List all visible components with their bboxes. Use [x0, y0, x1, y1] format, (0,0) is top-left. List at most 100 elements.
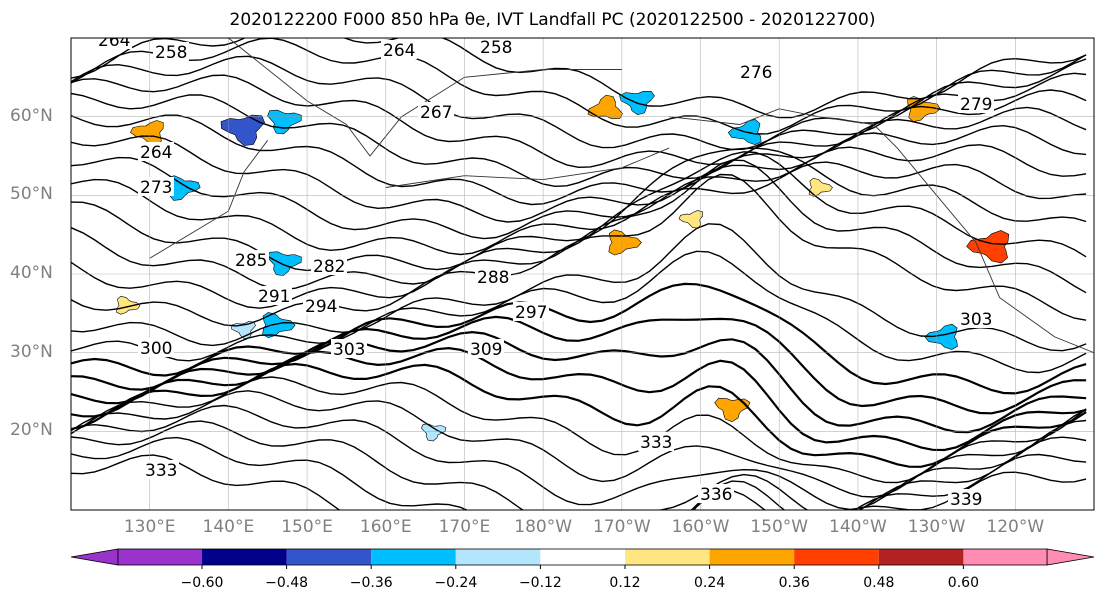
colorbar-tick-label: 0.24: [694, 575, 726, 591]
theta-e-contour: [71, 315, 1087, 415]
contour-label-bg: [698, 484, 734, 503]
theta-e-contour: [71, 38, 1087, 135]
contour-label-bg: [418, 102, 454, 121]
theta-e-contour: [71, 161, 1087, 256]
contour-label-bg: [958, 94, 994, 113]
ivt-patch: [966, 230, 1010, 264]
lon-label: 180°W: [514, 517, 573, 537]
theta-e-contour: [71, 173, 1087, 327]
colorbar-tick-label: 0.48: [863, 575, 895, 591]
lon-label: 170°E: [438, 517, 491, 537]
contour-label: 333: [640, 433, 672, 453]
contour-label-bg: [96, 38, 132, 49]
colorbar-segment: [794, 549, 879, 565]
lon-label: 160°E: [359, 517, 412, 537]
colorbar-frame: [117, 548, 1048, 566]
colorbar-segment: [963, 549, 1047, 565]
contour-label: 267: [420, 103, 452, 123]
contour-label: 273: [140, 178, 172, 198]
colorbar-segment: [878, 549, 964, 565]
contour-label: 303: [960, 310, 992, 330]
lon-label: 160°W: [671, 517, 730, 537]
contour-label: 291: [258, 287, 290, 307]
contour-label-bg: [958, 309, 994, 328]
contour-label: 282: [313, 257, 345, 277]
lat-label: 30°N: [10, 341, 53, 362]
contour-label-bg: [513, 302, 549, 321]
theta-e-contour: [71, 72, 1087, 169]
theta-e-contour: [71, 404, 1087, 510]
contour-label-bg: [948, 489, 984, 508]
lon-label: 140°W: [829, 517, 887, 537]
lon-label: 120°W: [986, 517, 1045, 537]
contour-label: 276: [740, 63, 772, 83]
colorbar-segment: [455, 549, 541, 565]
contour-label-bg: [233, 250, 269, 269]
theta-e-contour: [71, 420, 1087, 510]
contour-label: 297: [515, 303, 547, 323]
contour-label: 264: [140, 143, 172, 163]
colorbar-tick-label: −0.24: [434, 575, 478, 591]
ivt-patch: [220, 114, 265, 146]
contour-label-bg: [381, 40, 417, 59]
contour-label-bg: [331, 339, 367, 358]
contour-label: 309: [470, 340, 502, 360]
ivt-patch: [267, 251, 302, 276]
contour-label-bg: [153, 42, 189, 61]
colorbar-tick-label: 0.12: [609, 575, 641, 591]
lon-label: 170°W: [592, 517, 651, 537]
theta-e-contour: [71, 106, 1087, 206]
lat-label: 50°N: [10, 184, 53, 205]
contour-label-bg: [138, 338, 174, 357]
theta-e-contour: [71, 436, 1087, 510]
theta-e-contour: [71, 223, 1087, 352]
contour-label-bg: [143, 460, 179, 479]
lon-label: 130°E: [123, 517, 176, 537]
ivt-patch: [924, 323, 958, 350]
lon-label: 130°W: [907, 517, 966, 537]
colorbar-extend-high: [1046, 548, 1095, 566]
colorbar-tick-label: −0.60: [180, 575, 224, 591]
contour-label: 264: [98, 31, 130, 51]
theta-e-contour: [71, 250, 1087, 374]
contour-label: 294: [305, 297, 337, 317]
colorbar-tick-label: 0.60: [947, 575, 979, 591]
colorbar-tick-label: 0.36: [778, 575, 810, 591]
lon-label: 150°W: [750, 517, 809, 537]
theta-e-contour: [71, 89, 1087, 188]
colorbar-segment: [371, 549, 456, 565]
theta-e-contour: [71, 124, 1087, 223]
map-title: 2020122200 F000 850 hPa θe, IVT Landfall…: [229, 10, 876, 30]
colorbar-tick-label: −0.36: [349, 575, 393, 591]
ivt-patch: [116, 295, 141, 315]
colorbar-segment: [540, 549, 625, 565]
contour-labels: 264 258 264 258 267 276 279 264 273 285 282 288 291 2…: [96, 31, 994, 510]
contour-label: 300: [140, 339, 172, 359]
theta-e-contour: [71, 390, 1087, 498]
theta-e-contour: [71, 144, 1087, 240]
contour-label-bg: [138, 142, 174, 161]
colorbar-segment: [118, 549, 202, 565]
contour-label: 336: [700, 485, 732, 505]
theta-e-contour: [71, 330, 1087, 434]
colorbar: [70, 548, 1095, 569]
map-area: 264 258 264 258 267 276 279 264 273 285 282 288 291 2…: [71, 31, 1094, 510]
lat-label: 60°N: [10, 105, 53, 126]
graticule: [71, 38, 1094, 510]
contour-label-bg: [475, 267, 511, 286]
colorbar-segment: [709, 549, 795, 565]
contour-label: 303: [333, 340, 365, 360]
theta-e-contour: [71, 55, 1087, 151]
contour-label: 258: [480, 38, 512, 58]
ivt-patch: [808, 177, 833, 197]
contour-label-bg: [638, 432, 674, 451]
contour-label-bg: [256, 286, 292, 305]
contour-label: 285: [235, 251, 267, 271]
contour-label-bg: [138, 177, 174, 196]
lon-label: 140°E: [202, 517, 255, 537]
lat-label: 40°N: [10, 263, 53, 283]
contour-label: 279: [960, 95, 992, 115]
theta-e-contour: [71, 346, 1087, 452]
colorbar-segment: [625, 549, 710, 565]
colorbar-segment: [202, 549, 287, 565]
